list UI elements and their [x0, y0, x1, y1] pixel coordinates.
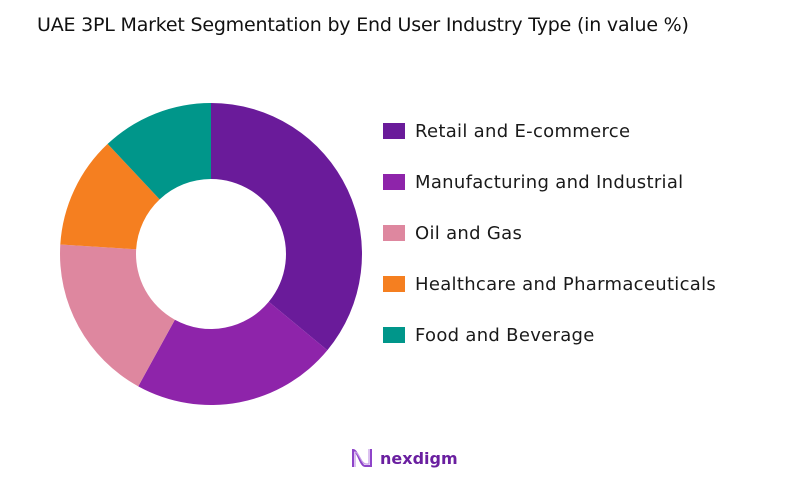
legend-swatch: [383, 123, 405, 139]
legend-label: Healthcare and Pharmaceuticals: [415, 273, 717, 295]
chart-title: UAE 3PL Market Segmentation by End User …: [37, 14, 689, 36]
legend-item-manufacturing: Manufacturing and Industrial: [383, 169, 716, 195]
legend-label: Oil and Gas: [415, 222, 523, 244]
legend-item-retail: Retail and E-commerce: [383, 118, 716, 144]
brand-logo: nexdigm: [350, 446, 458, 470]
legend-swatch: [383, 276, 405, 292]
donut-segment: [60, 143, 160, 250]
legend-swatch: [383, 174, 405, 190]
legend-item-healthcare: Healthcare and Pharmaceuticals: [383, 271, 716, 297]
legend-swatch: [383, 225, 405, 241]
donut-segment: [107, 103, 211, 200]
legend-item-food-beverage: Food and Beverage: [383, 322, 716, 348]
legend-label: Retail and E-commerce: [415, 120, 631, 142]
donut-segment: [138, 301, 328, 406]
legend-item-oil-gas: Oil and Gas: [383, 220, 716, 246]
donut-segment: [60, 244, 175, 387]
legend-swatch: [383, 327, 405, 343]
legend: Retail and E-commerce Manufacturing and …: [383, 118, 716, 373]
legend-label: Food and Beverage: [415, 324, 595, 346]
nexdigm-wave-icon: [352, 448, 372, 467]
brand-name: nexdigm: [380, 448, 458, 468]
legend-label: Manufacturing and Industrial: [415, 171, 684, 193]
donut-segment: [211, 103, 363, 351]
